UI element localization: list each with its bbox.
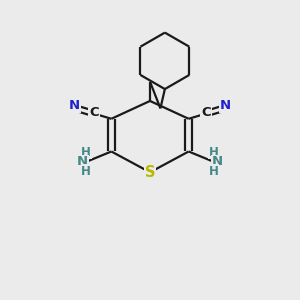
Text: H: H: [209, 165, 219, 178]
Text: H: H: [209, 146, 219, 159]
Text: C: C: [89, 106, 99, 119]
Text: N: N: [69, 99, 80, 112]
Text: C: C: [201, 106, 211, 119]
Text: S: S: [145, 165, 155, 180]
Text: N: N: [212, 155, 223, 168]
Text: H: H: [81, 146, 91, 159]
Text: N: N: [77, 155, 88, 168]
Text: N: N: [220, 99, 231, 112]
Text: H: H: [81, 165, 91, 178]
